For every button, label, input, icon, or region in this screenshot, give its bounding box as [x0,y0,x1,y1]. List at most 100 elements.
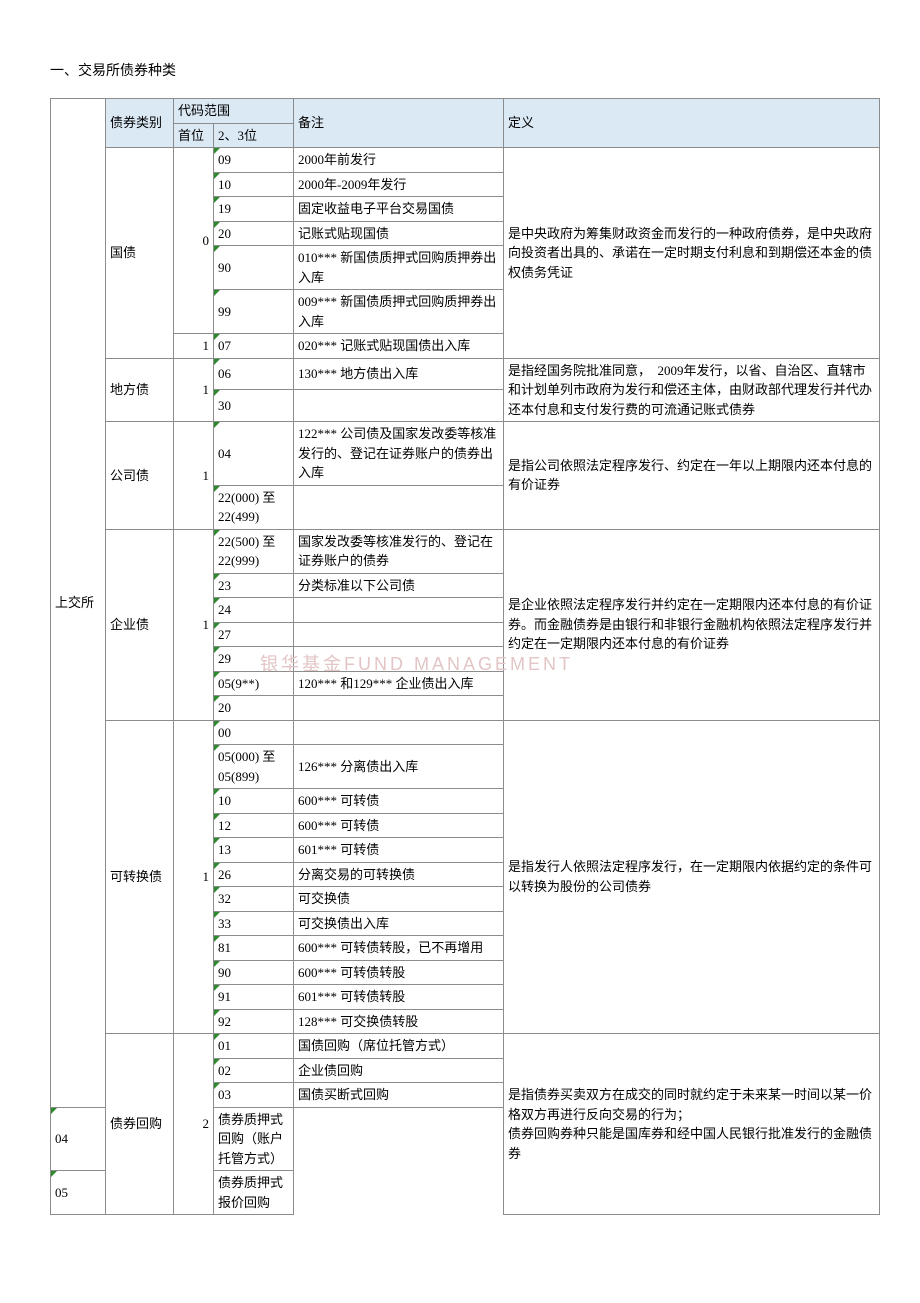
cell: 1 [174,422,214,530]
cell: 04 [214,422,294,486]
cell: 19 [214,197,294,222]
cell: 00 [214,720,294,745]
cat-difang: 地方债 [106,358,174,422]
cell: 2000年-2009年发行 [294,172,504,197]
cell: 13 [214,838,294,863]
cell: 可交换债 [294,887,504,912]
cell: 120*** 和129*** 企业债出入库 [294,671,504,696]
cell [294,390,504,422]
th-definition: 定义 [504,99,880,148]
cell [294,720,504,745]
cell: 23 [214,573,294,598]
section-title: 一、交易所债券种类 [50,60,880,80]
cell [294,485,504,529]
cell: 04 [51,1107,106,1171]
def-cell: 是指经国务院批准同意， 2009年发行，以省、自治区、直辖市和计划单列市政府为发… [504,358,880,422]
cell [294,696,504,721]
cell: 009*** 新国债质押式回购质押券出入库 [294,290,504,334]
cell: 企业债回购 [294,1058,504,1083]
cell: 债券质押式报价回购 [214,1171,294,1215]
cat-gongsi: 公司债 [106,422,174,530]
cell: 22(500) 至22(999) [214,529,294,573]
cat-qiye: 企业债 [106,529,174,720]
cell: 固定收益电子平台交易国债 [294,197,504,222]
cell: 06 [214,358,294,390]
header-row: 上交所 债券类别 代码范围 备注 定义 [51,99,880,124]
cell: 91 [214,985,294,1010]
cell: 33 [214,911,294,936]
cell: 600*** 可转债转股，已不再增用 [294,936,504,961]
cell: 01 [214,1034,294,1059]
cell: 可交换债出入库 [294,911,504,936]
th-category: 债券类别 [106,99,174,148]
th-code-range: 代码范围 [174,99,294,124]
cell: 126*** 分离债出入库 [294,745,504,789]
cell: 国家发改委等核准发行的、登记在证券账户的债券 [294,529,504,573]
cell: 10 [214,789,294,814]
cell: 债券质押式回购（账户托管方式） [214,1107,294,1171]
th-head-digit: 首位 [174,123,214,148]
cell: 600*** 可转债 [294,789,504,814]
cell: 32 [214,887,294,912]
cell: 010*** 新国债质押式回购质押券出入库 [294,246,504,290]
cell: 601*** 可转债 [294,838,504,863]
cell: 2 [174,1034,214,1215]
cell: 05(000) 至05(899) [214,745,294,789]
cell: 600*** 可转债 [294,813,504,838]
cat-kzh: 可转换债 [106,720,174,1034]
cell: 1 [174,358,214,422]
cell: 20 [214,696,294,721]
market-cell: 上交所 [51,99,106,1108]
cell: 99 [214,290,294,334]
def-cell: 是企业依照法定程序发行并约定在一定期限内还本付息的有价证券。而金融债券是由银行和… [504,529,880,720]
cell: 记账式贴现国债 [294,221,504,246]
cell: 05 [51,1171,106,1215]
cell: 29 [214,647,294,672]
cell [294,647,504,672]
cell: 128*** 可交换债转股 [294,1009,504,1034]
def-cell: 是指债券买卖双方在成交的同时就约定于未来某一时间以某一价格双方再进行反向交易的行… [504,1034,880,1215]
cell: 601*** 可转债转股 [294,985,504,1010]
cell: 1 [174,334,214,359]
cell: 020*** 记账式贴现国债出入库 [294,334,504,359]
cell [294,622,504,647]
cell: 0 [174,148,214,334]
cell: 09 [214,148,294,173]
cell: 30 [214,390,294,422]
cell: 12 [214,813,294,838]
cell: 26 [214,862,294,887]
def-cell: 是中央政府为筹集财政资金而发行的一种政府债券，是中央政府 向投资者出具的、承诺在… [504,148,880,359]
cell: 81 [214,936,294,961]
cell: 国债买断式回购 [294,1083,504,1108]
def-cell: 是指公司依照法定程序发行、约定在一年以上期限内还本付息的有价证券 [504,422,880,530]
cell: 90 [214,246,294,290]
cell: 600*** 可转债转股 [294,960,504,985]
cell: 130*** 地方债出入库 [294,358,504,390]
cell: 20 [214,221,294,246]
cell: 22(000) 至22(499) [214,485,294,529]
cell: 国债回购（席位托管方式） [294,1034,504,1059]
cell: 122*** 公司债及国家发改委等核准发行的、登记在证券账户的债券出入库 [294,422,504,486]
cell: 分类标准以下公司债 [294,573,504,598]
cat-huigou: 债券回购 [106,1034,174,1215]
table-row: 国债 0 09 2000年前发行 是中央政府为筹集财政资金而发行的一种政府债券，… [51,148,880,173]
cell: 05(9**) [214,671,294,696]
cell: 1 [174,720,214,1034]
cell: 07 [214,334,294,359]
cell: 02 [214,1058,294,1083]
cell: 27 [214,622,294,647]
cat-guozhai: 国债 [106,148,174,359]
cell: 03 [214,1083,294,1108]
th-note: 备注 [294,99,504,148]
cell: 1 [174,529,214,720]
cell: 92 [214,1009,294,1034]
def-cell: 是指发行人依照法定程序发行，在一定期限内依据约定的条件可以转换为股份的公司债券 [504,720,880,1034]
cell: 2000年前发行 [294,148,504,173]
cell: 90 [214,960,294,985]
th-sub-digit: 2、3位 [214,123,294,148]
cell: 分离交易的可转换债 [294,862,504,887]
cell: 24 [214,598,294,623]
bond-table: 上交所 债券类别 代码范围 备注 定义 首位 2、3位 国债 0 09 2000… [50,98,880,1215]
cell [294,598,504,623]
cell: 10 [214,172,294,197]
